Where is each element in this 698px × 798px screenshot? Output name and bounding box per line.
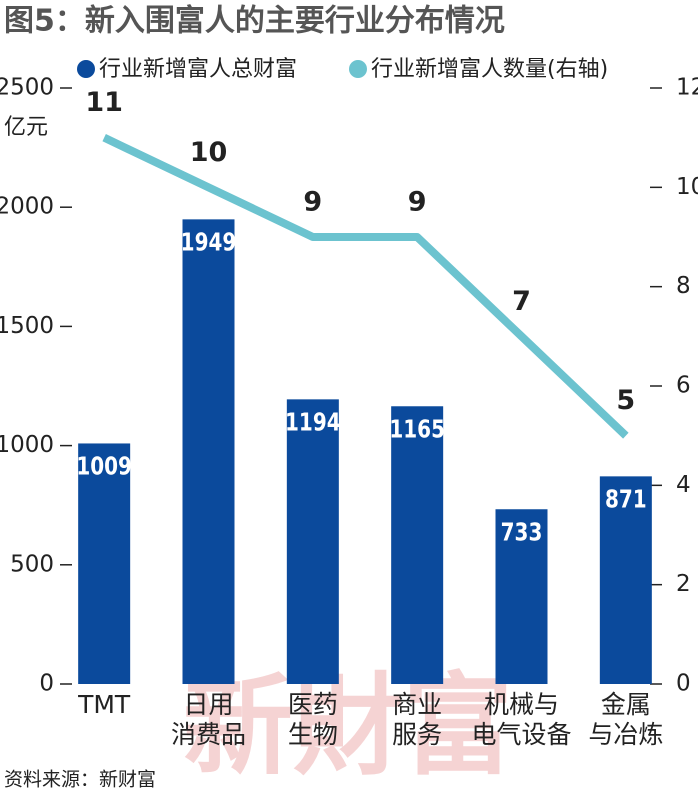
y2-tick-label: 8 [676,273,691,299]
y2-tick-label: 0 [676,671,691,697]
x-tick-label: TMT [78,690,131,719]
y-tick-label: 1000 [0,432,54,458]
bar-value-label: 1194 [285,408,341,437]
y2-tick-label: 6 [676,373,691,399]
bar [78,443,131,684]
bar [182,219,235,684]
legend-marker [349,60,367,78]
legend-label: 行业新增富人总财富 [99,57,297,82]
legend-label: 行业新增富人数量(右轴) [371,57,608,82]
x-tick-label: 金属 与冶炼 [588,690,664,749]
line-value-label: 9 [303,187,322,218]
legend-marker [77,60,95,78]
bar [286,399,339,684]
y-tick-label: 2500 [0,75,54,101]
y2-tick-label: 10 [676,174,698,200]
bar-value-label: 1949 [181,228,237,257]
y-tick-label: 1500 [0,313,54,339]
bar-value-label: 871 [605,485,647,514]
line-value-label: 10 [190,137,228,168]
line-value-label: 9 [408,187,427,218]
y-tick-label: 2000 [0,194,54,220]
x-tick-label: 日用 消费品 [170,690,246,749]
bar-value-label: 1165 [389,415,445,444]
y2-tick-label: 12 [676,75,698,101]
watermark: 新財富 [183,661,513,790]
line [102,134,629,439]
y2-tick-label: 2 [676,571,691,597]
y-unit: 亿元 [4,115,48,140]
source: 资料来源：新财富 [4,769,156,791]
x-tick-label: 机械与 电气设备 [471,690,572,749]
line-value-label: 7 [512,286,531,317]
bar [391,406,444,684]
y-tick-label: 0 [39,671,54,697]
line-value-label: 5 [616,385,635,416]
x-tick-label: 商业 服务 [392,690,443,749]
chart-title: 图5：新入围富人的主要行业分布情况 [4,4,505,39]
x-tick-label: 医药 生物 [287,690,338,749]
bar-value-label: 1009 [76,453,132,482]
bar [599,476,652,684]
bar [495,509,548,684]
line-value-label: 11 [85,87,123,118]
y-tick-label: 500 [10,551,54,577]
bar-value-label: 733 [501,518,543,547]
y2-tick-label: 4 [676,472,691,498]
